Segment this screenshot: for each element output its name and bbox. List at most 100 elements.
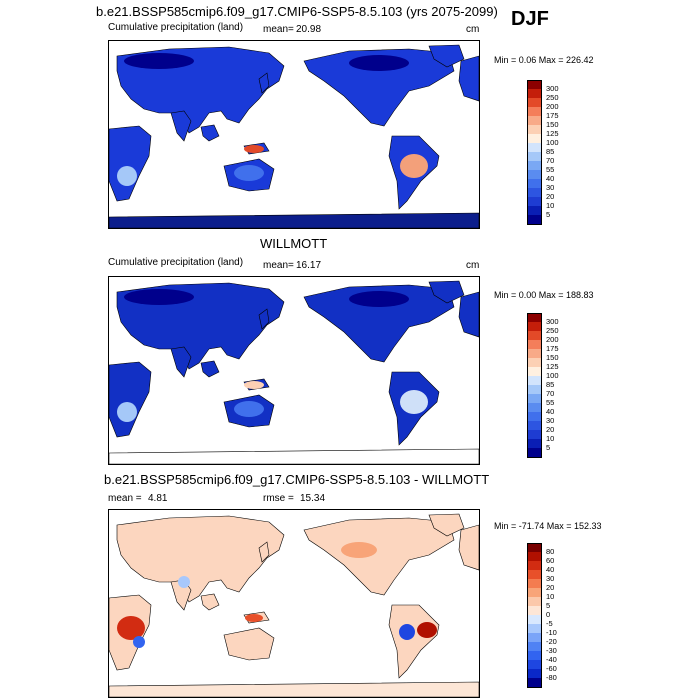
land-greenland xyxy=(428,44,465,68)
land-australia xyxy=(223,627,275,661)
colorbar-tick-label: 20 xyxy=(546,583,555,592)
panel1-map xyxy=(108,40,480,229)
colorbar-cell xyxy=(527,448,542,458)
colorbar-tick-label: 125 xyxy=(546,362,559,371)
colorbar-tick-label: 20 xyxy=(546,425,555,434)
colorbar-cell xyxy=(527,206,542,216)
diff-madagascar xyxy=(133,636,145,648)
colorbar-tick-label: 40 xyxy=(546,565,555,574)
panel3-title: b.e21.BSSP585cmip6.f09_g17.CMIP6-SSP5-8.… xyxy=(104,472,490,487)
diff-brazil-east xyxy=(417,622,437,638)
colorbar-cell xyxy=(527,116,542,126)
land-india xyxy=(170,110,192,142)
precip-siberia xyxy=(124,289,194,305)
colorbar-cell xyxy=(527,633,542,643)
land-africa xyxy=(109,361,152,438)
land-namerica xyxy=(303,284,455,363)
colorbar-cell xyxy=(527,606,542,616)
colorbar-cell xyxy=(527,89,542,99)
panel1-mean-label: mean= xyxy=(263,24,294,35)
panel2-units: cm xyxy=(466,260,480,271)
precip-australia xyxy=(234,401,264,417)
panel3-map xyxy=(108,509,480,698)
panel2-mean-label: mean= xyxy=(263,260,294,271)
diff-amazon xyxy=(399,624,415,640)
colorbar-tick-label: 250 xyxy=(546,326,559,335)
panel3-rmse-label: rmse = xyxy=(263,493,294,504)
colorbar-tick-label: -30 xyxy=(546,646,557,655)
colorbar-tick-label: -20 xyxy=(546,637,557,646)
colorbar-tick-label: -10 xyxy=(546,628,557,637)
colorbar-cell xyxy=(527,80,542,90)
panel1-variable-label: Cumulative precipitation (land) xyxy=(108,22,244,33)
season-label: DJF xyxy=(511,8,549,30)
colorbar-tick-label: 175 xyxy=(546,344,559,353)
land-india xyxy=(170,346,192,378)
panel1-title: b.e21.BSSP585cmip6.f09_g17.CMIP6-SSP5-8.… xyxy=(96,4,498,19)
colorbar-cell xyxy=(527,107,542,117)
panel2-variable-label: Cumulative precipitation (land) xyxy=(108,257,244,268)
colorbar-cell xyxy=(527,367,542,377)
precip-south-africa xyxy=(117,166,137,186)
diff-north-america xyxy=(341,542,377,558)
colorbar-tick-label: 5 xyxy=(546,601,551,610)
land-japan xyxy=(258,308,270,330)
colorbar-cell xyxy=(527,615,542,625)
precip-south-africa xyxy=(117,402,137,422)
colorbar-cell xyxy=(527,125,542,135)
land-africa xyxy=(109,125,152,202)
colorbar-tick-label: 60 xyxy=(546,556,555,565)
colorbar-tick-label: 55 xyxy=(546,398,555,407)
colorbar-tick-label: 70 xyxy=(546,156,555,165)
colorbar-tick-label: 300 xyxy=(546,317,559,326)
precip-canada xyxy=(349,291,409,307)
colorbar-cell xyxy=(527,98,542,108)
panel1-units: cm xyxy=(466,24,480,35)
land-greenland xyxy=(428,280,465,304)
precip-new-guinea xyxy=(244,145,264,153)
colorbar-tick-label: 125 xyxy=(546,129,559,138)
colorbar-tick-label: 100 xyxy=(546,138,559,147)
precip-new-guinea xyxy=(244,381,264,389)
colorbar-cell xyxy=(527,543,542,553)
precip-amazon xyxy=(400,390,428,414)
colorbar-tick-label: 20 xyxy=(546,192,555,201)
colorbar-cell xyxy=(527,651,542,661)
land-seasia xyxy=(200,593,220,611)
colorbar-cell xyxy=(527,588,542,598)
colorbar-cell xyxy=(527,678,542,688)
colorbar-cell xyxy=(527,331,542,341)
colorbar-cell xyxy=(527,660,542,670)
panel2-title: WILLMOTT xyxy=(260,236,328,251)
colorbar-cell xyxy=(527,421,542,431)
land-antarctica xyxy=(109,448,479,464)
colorbar-cell xyxy=(527,358,542,368)
panel2-map xyxy=(108,276,480,465)
land-japan xyxy=(258,541,270,563)
panel3-rmse-value: 15.34 xyxy=(300,493,326,504)
precip-amazon xyxy=(400,154,428,178)
colorbar-cell xyxy=(527,624,542,634)
colorbar-tick-label: -40 xyxy=(546,655,557,664)
land-namerica xyxy=(303,517,455,596)
colorbar-tick-label: 300 xyxy=(546,84,559,93)
colorbar-cell xyxy=(527,143,542,153)
colorbar-tick-label: 10 xyxy=(546,201,555,210)
colorbar-tick-label: 30 xyxy=(546,183,555,192)
colorbar-tick-label: -60 xyxy=(546,664,557,673)
precip-siberia xyxy=(124,53,194,69)
colorbar-tick-label: 100 xyxy=(546,371,559,380)
colorbar-tick-label: 0 xyxy=(546,610,551,619)
land-europe xyxy=(458,524,479,571)
colorbar-tick-label: 150 xyxy=(546,353,559,362)
colorbar-tick-label: -80 xyxy=(546,673,557,682)
colorbar-tick-label: 85 xyxy=(546,147,555,156)
colorbar-cell xyxy=(527,322,542,332)
colorbar-tick-label: 5 xyxy=(546,443,551,452)
colorbar-cell xyxy=(527,215,542,225)
colorbar-cell xyxy=(527,669,542,679)
colorbar-cell xyxy=(527,188,542,198)
colorbar-tick-label: 40 xyxy=(546,407,555,416)
panel2-mean-value: 16.17 xyxy=(296,260,322,271)
colorbar-cell xyxy=(527,561,542,571)
